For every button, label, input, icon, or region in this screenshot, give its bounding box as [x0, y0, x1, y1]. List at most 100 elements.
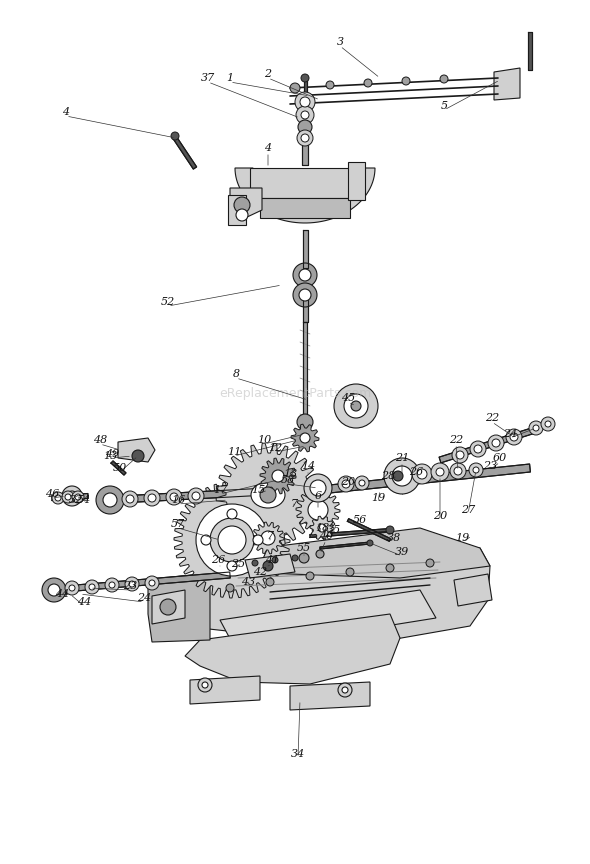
Text: 32: 32: [69, 495, 83, 505]
Circle shape: [338, 683, 352, 697]
Circle shape: [261, 531, 275, 545]
Circle shape: [342, 480, 350, 488]
Text: 43: 43: [241, 577, 255, 587]
Circle shape: [488, 435, 504, 451]
Text: 16: 16: [171, 495, 185, 505]
Polygon shape: [250, 168, 360, 198]
Text: 23: 23: [123, 581, 137, 591]
Circle shape: [492, 439, 500, 447]
Text: 18: 18: [315, 523, 329, 533]
Polygon shape: [52, 493, 88, 500]
Circle shape: [149, 580, 155, 586]
Polygon shape: [245, 554, 295, 578]
Circle shape: [145, 576, 159, 590]
Circle shape: [55, 495, 61, 501]
Circle shape: [299, 269, 311, 281]
Text: 7: 7: [290, 499, 297, 509]
Text: 57: 57: [171, 519, 185, 529]
Circle shape: [72, 491, 84, 503]
Circle shape: [218, 526, 246, 554]
Circle shape: [440, 75, 448, 83]
Circle shape: [533, 425, 539, 431]
Polygon shape: [454, 574, 492, 606]
Circle shape: [301, 134, 309, 142]
Circle shape: [170, 493, 178, 501]
Text: 24: 24: [137, 593, 151, 603]
Text: 13: 13: [283, 469, 297, 479]
Text: 1: 1: [227, 73, 234, 83]
Polygon shape: [200, 528, 490, 578]
Circle shape: [386, 564, 394, 572]
Text: 38: 38: [387, 533, 401, 543]
Text: 42: 42: [253, 567, 267, 577]
Circle shape: [334, 384, 378, 428]
Circle shape: [125, 577, 139, 591]
Circle shape: [75, 494, 81, 500]
Circle shape: [192, 492, 200, 500]
Text: 22: 22: [485, 413, 499, 423]
Circle shape: [469, 463, 483, 477]
Circle shape: [160, 599, 176, 615]
Polygon shape: [303, 80, 306, 95]
Polygon shape: [52, 572, 230, 593]
Circle shape: [292, 555, 298, 561]
Circle shape: [510, 433, 518, 441]
Circle shape: [202, 682, 208, 688]
Circle shape: [198, 678, 212, 692]
Circle shape: [109, 582, 115, 588]
Text: 34: 34: [291, 749, 305, 759]
Circle shape: [171, 132, 179, 140]
Circle shape: [364, 79, 372, 87]
Circle shape: [454, 467, 462, 475]
Text: 52: 52: [161, 297, 175, 307]
Text: 23: 23: [483, 461, 497, 471]
Circle shape: [69, 585, 75, 591]
Circle shape: [426, 559, 434, 567]
Circle shape: [308, 500, 328, 520]
Circle shape: [417, 469, 427, 479]
Polygon shape: [220, 590, 436, 650]
Circle shape: [316, 550, 324, 558]
Polygon shape: [190, 676, 260, 704]
Circle shape: [351, 401, 361, 411]
Text: eReplacementParts.com: eReplacementParts.com: [219, 386, 371, 400]
Text: 27: 27: [461, 505, 475, 515]
Text: 12: 12: [268, 443, 282, 453]
Polygon shape: [439, 427, 536, 463]
Circle shape: [52, 492, 64, 504]
Circle shape: [384, 458, 420, 494]
Text: 20: 20: [341, 477, 355, 487]
Polygon shape: [303, 322, 307, 420]
Polygon shape: [152, 590, 185, 624]
Circle shape: [122, 491, 138, 507]
Text: 26: 26: [211, 555, 225, 565]
Polygon shape: [303, 230, 307, 268]
Polygon shape: [110, 488, 258, 504]
Circle shape: [67, 491, 77, 501]
Polygon shape: [494, 68, 520, 100]
Circle shape: [132, 450, 144, 462]
Circle shape: [300, 433, 310, 443]
Circle shape: [300, 97, 310, 107]
Text: 35: 35: [327, 525, 341, 535]
Circle shape: [545, 421, 551, 427]
Polygon shape: [185, 614, 400, 684]
Text: 10: 10: [257, 435, 271, 445]
Circle shape: [103, 493, 117, 507]
Circle shape: [272, 557, 278, 563]
Circle shape: [431, 463, 449, 481]
Text: 2: 2: [264, 69, 271, 79]
Circle shape: [355, 476, 369, 490]
Text: 24: 24: [503, 429, 517, 439]
Text: 21: 21: [395, 453, 409, 463]
Circle shape: [188, 488, 204, 504]
Circle shape: [346, 568, 354, 576]
Circle shape: [105, 578, 119, 592]
Text: 41: 41: [265, 555, 279, 565]
Polygon shape: [216, 443, 320, 547]
Circle shape: [473, 467, 479, 473]
Polygon shape: [296, 488, 340, 532]
Polygon shape: [303, 298, 307, 322]
Circle shape: [436, 468, 444, 476]
Circle shape: [293, 283, 317, 307]
